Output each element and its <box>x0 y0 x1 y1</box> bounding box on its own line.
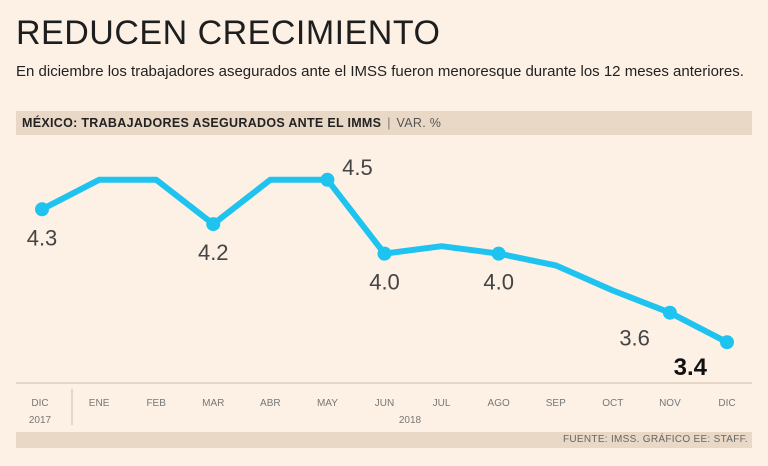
x-tick-label: OCT <box>602 398 623 409</box>
source-note: FUENTE: IMSS. GRÁFICO EE: STAFF. <box>563 434 748 445</box>
chart-header-separator: | <box>387 116 391 130</box>
x-tick-label: DIC <box>718 398 735 409</box>
x-tick-label: DIC <box>31 398 48 409</box>
x-axis: DIC ENE FEB MAR ABR MAY JUN JUL AGO SEP OCT NOV DIC 2… <box>16 382 752 426</box>
data-point <box>720 335 734 350</box>
data-point <box>320 172 335 187</box>
chart-header-label: MÉXICO: TRABAJADORES ASEGURADOS ANTE EL … <box>22 116 382 130</box>
x-tick-label: MAR <box>202 398 224 409</box>
data-label: 4.2 <box>198 240 229 265</box>
data-label: 4.0 <box>483 270 514 295</box>
x-tick-label: ENE <box>89 398 110 409</box>
data-point <box>35 202 49 217</box>
data-label-layer: 4.3 4.2 4.5 4.0 4.0 3.6 3.4 <box>27 155 708 381</box>
year-label: 2018 <box>399 415 422 426</box>
data-label: 3.6 <box>619 326 650 351</box>
data-point <box>491 246 506 261</box>
x-tick-label: ABR <box>260 398 281 409</box>
series-layer <box>35 172 734 350</box>
chart-header-bar: MÉXICO: TRABAJADORES ASEGURADOS ANTE EL … <box>16 111 752 135</box>
chart-subtitle: En diciembre los trabajadores asegurados… <box>16 63 744 80</box>
chart-title: REDUCEN CRECIMIENTO <box>16 14 441 52</box>
data-point <box>206 217 221 232</box>
data-label: 4.5 <box>342 155 373 180</box>
data-label: 4.0 <box>369 270 400 295</box>
data-point <box>377 246 392 261</box>
year-label: 2017 <box>29 415 52 426</box>
x-tick-label: MAY <box>317 398 338 409</box>
data-label: 3.4 <box>674 354 708 381</box>
x-tick-label: AGO <box>488 398 510 409</box>
source-bar: FUENTE: IMSS. GRÁFICO EE: STAFF. <box>16 432 752 448</box>
chart-header-unit: VAR. % <box>396 116 442 130</box>
x-tick-label: NOV <box>659 398 681 409</box>
x-tick-label: FEB <box>146 398 166 409</box>
data-label: 4.3 <box>27 225 58 250</box>
x-tick-label: SEP <box>546 398 566 409</box>
data-point <box>662 305 677 320</box>
x-tick-label: JUL <box>433 398 451 409</box>
x-tick-label: JUN <box>375 398 394 409</box>
series-line <box>39 176 730 346</box>
